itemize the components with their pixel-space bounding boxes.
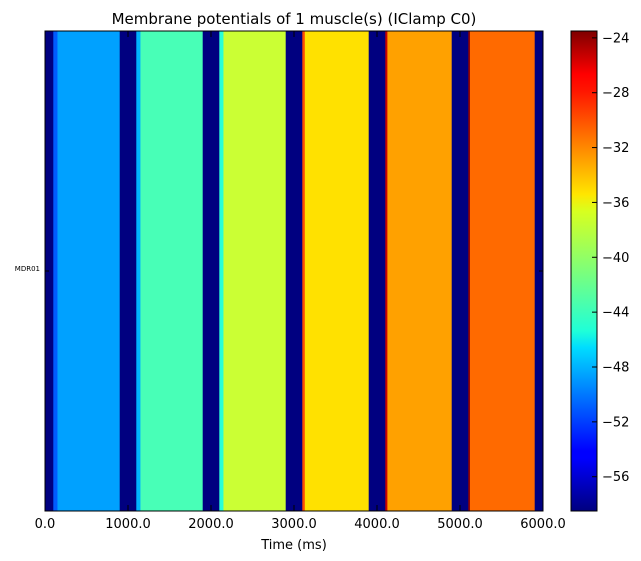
heatmap-cell	[57, 31, 120, 511]
colorbar-tick-label: −52	[602, 415, 629, 430]
colorbar-tick-label: −36	[602, 196, 629, 211]
heatmap-cell	[468, 31, 471, 511]
heatmap-cell	[219, 31, 224, 511]
colorbar-tick-label: −28	[602, 86, 629, 101]
heatmap-cell	[451, 31, 469, 511]
colorbar-tick-label: −44	[602, 306, 629, 321]
x-tick-label: 2000.0	[188, 517, 234, 532]
x-tick-label: 5000.0	[437, 517, 483, 532]
heatmap-cell	[302, 31, 306, 511]
heatmap-cell	[285, 31, 303, 511]
chart-title: Membrane potentials of 1 muscle(s) (ICla…	[112, 10, 477, 28]
heatmap-cell	[385, 31, 388, 511]
heatmap-cell	[53, 31, 58, 511]
heatmap-cell	[469, 31, 535, 511]
heatmap-cell	[136, 31, 141, 511]
colorbar-axis: −56 −52 −48 −44 −40 −36 −32 −28 −24	[592, 31, 629, 485]
heatmap-cell	[45, 31, 54, 511]
x-tick-label: 4000.0	[354, 517, 400, 532]
heatmap-cell	[223, 31, 286, 511]
heatmap-cell	[202, 31, 220, 511]
x-tick-label: 3000.0	[271, 517, 317, 532]
heatmap-cell	[304, 31, 369, 511]
colorbar-tick-label: −32	[602, 141, 629, 156]
colorbar-tick-label: −48	[602, 361, 629, 376]
heatmap-cell	[368, 31, 386, 511]
heatmap-cell	[140, 31, 203, 511]
x-tick-label: 1000.0	[105, 517, 151, 532]
x-axis: 0.0 1000.0 2000.0 3000.0 4000.0 5000.0 6000.0	[35, 31, 566, 532]
x-tick-label: 0.0	[35, 517, 56, 532]
colorbar-tick-label: −24	[602, 31, 629, 46]
heatmap-cells	[45, 31, 544, 511]
colorbar	[570, 30, 598, 512]
row-label-mdr01: MDR01	[15, 265, 40, 273]
x-tick-label: 6000.0	[520, 517, 566, 532]
colorbar-tick-label: −56	[602, 470, 629, 485]
heatmap-cell	[387, 31, 452, 511]
colorbar-tick-label: −40	[602, 251, 629, 266]
heatmap-cell	[119, 31, 137, 511]
x-axis-label: Time (ms)	[260, 538, 327, 553]
